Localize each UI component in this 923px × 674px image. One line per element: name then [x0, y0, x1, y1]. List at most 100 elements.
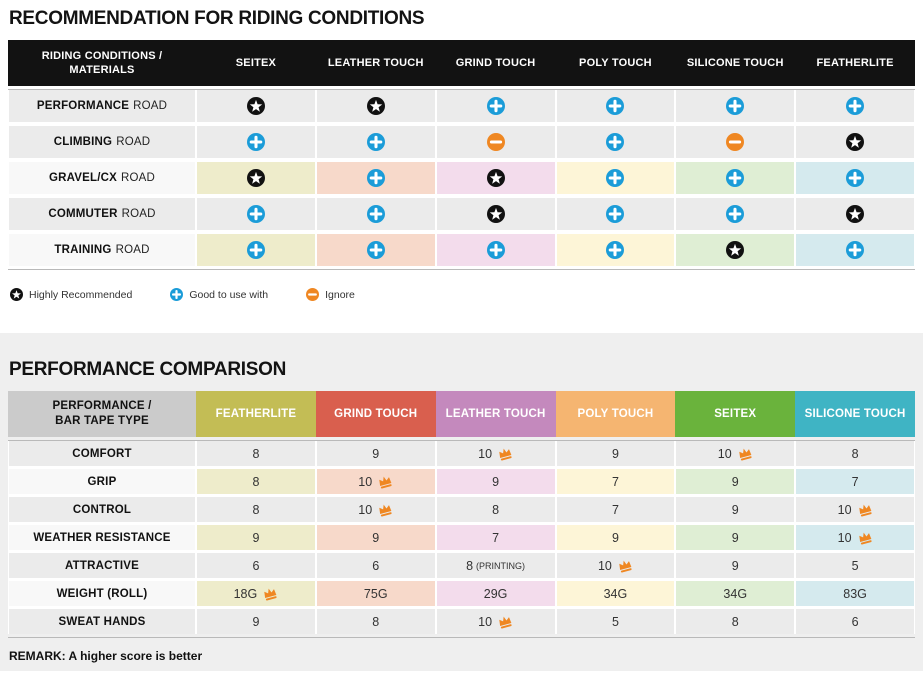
- rating-cell: [795, 126, 915, 158]
- score-cell: 10: [315, 469, 436, 494]
- score-value: 9: [492, 474, 500, 489]
- remark-note: REMARK: A higher score is better: [9, 649, 203, 663]
- score-cell: 7: [435, 525, 556, 550]
- score-cell: 9: [435, 469, 556, 494]
- rating-cell: [675, 162, 796, 194]
- score-cell: 9: [196, 609, 316, 634]
- score-value: 29G: [483, 586, 508, 601]
- plus-icon: [246, 241, 265, 259]
- riding-conditions-table-body: PERFORMANCE ROAD CLIMBING ROAD GRAVEL/CX ROAD…: [8, 90, 915, 266]
- plus-icon: [366, 241, 385, 259]
- minus-icon: [726, 133, 745, 151]
- score-value: 10: [358, 502, 373, 517]
- table-row: COMMUTER ROAD: [8, 198, 915, 230]
- score-value: 9: [372, 530, 380, 545]
- score-value: 18G: [233, 586, 258, 601]
- star-icon: [366, 97, 385, 115]
- score-cell: 83G: [795, 581, 915, 606]
- rating-cell: [196, 198, 316, 230]
- rating-cell: [315, 198, 436, 230]
- score-cell: 9: [675, 525, 796, 550]
- plus-icon: [366, 205, 385, 223]
- score-cell: 8 (PRINTING): [435, 553, 556, 578]
- column-header: POLY TOUCH: [555, 391, 676, 437]
- plus-icon: [366, 169, 385, 187]
- row-label-strong: TRAINING: [54, 244, 112, 256]
- crown-icon: [377, 475, 393, 489]
- crown-icon: [497, 615, 513, 629]
- rating-cell: [435, 90, 556, 122]
- row-label-suffix: ROAD: [121, 208, 156, 220]
- minus-icon: [486, 133, 505, 151]
- score-value: 8: [252, 446, 260, 461]
- score-value: 9: [731, 530, 739, 545]
- table-row: ATTRACTIVE 6 6 8 (PRINTING) 10 9 5: [8, 553, 915, 578]
- riding-conditions-table-header: RIDING CONDITIONS / MATERIALS SEITEX LEATH…: [8, 40, 915, 86]
- score-cell: 10: [315, 497, 436, 522]
- divider: [8, 440, 915, 441]
- rating-cell: [435, 198, 556, 230]
- score-value: 8: [372, 614, 380, 629]
- score-cell: 5: [795, 553, 915, 578]
- column-header: LEATHER TOUCH: [435, 391, 556, 437]
- divider: [8, 89, 915, 90]
- plus-icon: [366, 133, 385, 151]
- score-cell: 7: [555, 497, 676, 522]
- score-cell: 7: [795, 469, 915, 494]
- star-icon: [10, 288, 23, 301]
- legend-item: Good to use with: [170, 288, 268, 301]
- crown-icon: [617, 559, 633, 573]
- score-cell: 10: [555, 553, 676, 578]
- score-cell: 8: [795, 441, 915, 466]
- score-value: 83G: [843, 586, 867, 601]
- score-cell: 8: [196, 441, 316, 466]
- row-label-strong: PERFORMANCE: [36, 100, 130, 112]
- table-row: WEATHER RESISTANCE 9 9 7 9 9 10: [8, 525, 915, 550]
- crown-icon: [737, 447, 753, 461]
- rating-cell: [196, 234, 316, 266]
- row-label-strong: GRAVEL/CX: [48, 172, 117, 184]
- score-cell: 9: [196, 525, 316, 550]
- rating-cell: [435, 234, 556, 266]
- row-label: WEATHER RESISTANCE: [8, 525, 196, 550]
- performance-comparison-table-body: COMFORT 8 9 10 9 10 8 GRIP 8 10 9 7 9 7 CONTROL 8 10 8 7 9 1…: [8, 441, 915, 634]
- legend-label: Good to use with: [189, 288, 269, 301]
- rating-cell: [315, 126, 436, 158]
- score-cell: 9: [555, 525, 676, 550]
- score-value: 10: [717, 446, 732, 461]
- plus-icon: [846, 169, 865, 187]
- table-row: TRAINING ROAD: [8, 234, 915, 266]
- column-header: GRIND TOUCH: [315, 391, 436, 437]
- score-value: 9: [252, 614, 260, 629]
- score-value: 9: [731, 502, 739, 517]
- rating-cell: [795, 234, 915, 266]
- column-header: GRIND TOUCH: [455, 56, 536, 69]
- score-value: 7: [492, 530, 500, 545]
- legend-label: Ignore: [325, 288, 355, 301]
- column-header: FEATHERLITE: [816, 56, 894, 69]
- row-label: COMFORT: [8, 441, 196, 466]
- score-value: 8: [466, 558, 474, 573]
- rating-cell: [196, 126, 316, 158]
- score-value: 7: [611, 474, 619, 489]
- score-cell: 6: [196, 553, 316, 578]
- divider: [8, 637, 915, 638]
- plus-icon: [246, 205, 265, 223]
- legend-label: Highly Recommended: [29, 288, 133, 301]
- column-header: LEATHER TOUCH: [327, 56, 424, 69]
- table-row: CLIMBING ROAD: [8, 126, 915, 158]
- performance-comparison-section: PERFORMANCE COMPARISON PERFORMANCE / BAR…: [0, 333, 923, 671]
- rating-cell: [555, 126, 676, 158]
- rating-cell: [435, 126, 556, 158]
- score-cell: 9: [555, 441, 676, 466]
- legend-item: Highly Recommended: [10, 288, 132, 301]
- rating-cell: [555, 234, 676, 266]
- rating-cell: [196, 162, 316, 194]
- score-value: 7: [611, 502, 619, 517]
- table-row: CONTROL 8 10 8 7 9 10: [8, 497, 915, 522]
- divider: [8, 269, 915, 270]
- star-icon: [486, 205, 505, 223]
- score-cell: 9: [315, 441, 436, 466]
- star-icon: [726, 241, 745, 259]
- score-cell: 10: [795, 497, 915, 522]
